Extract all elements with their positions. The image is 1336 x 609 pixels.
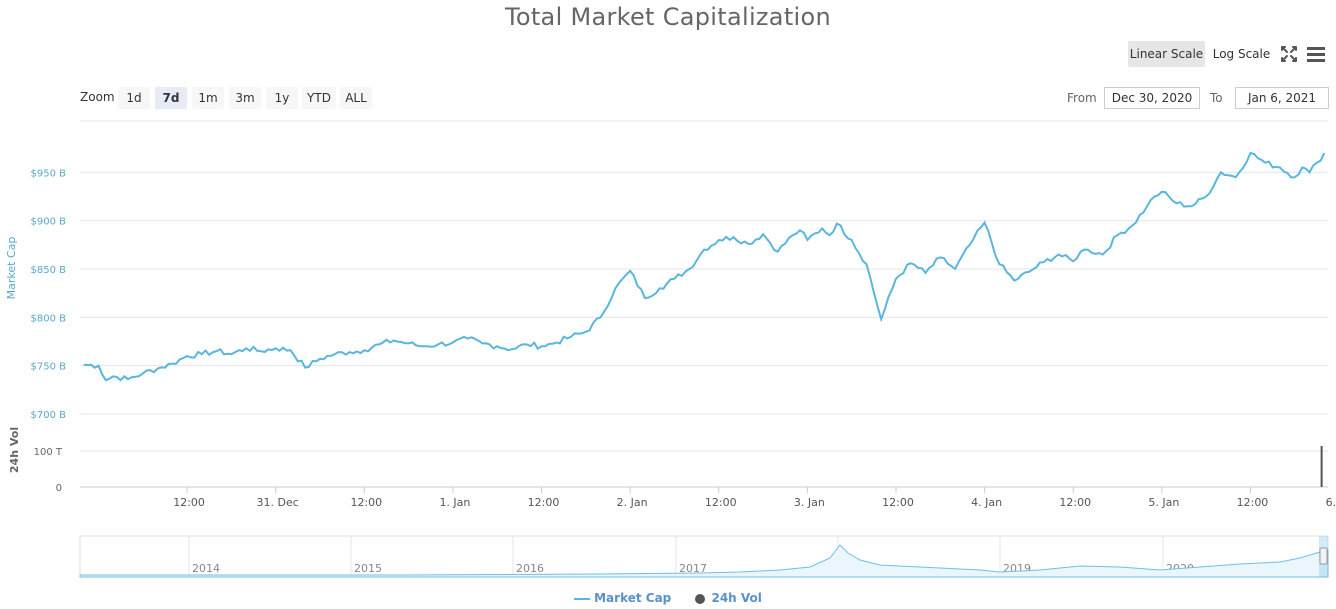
chart-title: Total Market Capitalization <box>504 3 831 31</box>
navigator-year-label: 2014 <box>192 562 220 575</box>
x-tick-label: 12:00 <box>882 496 914 509</box>
x-tick-label: 1. Jan <box>439 496 470 509</box>
x-axis: 12:00 31. Dec 12:00 1. Jan 12:00 2. Jan 12:00 3… <box>173 487 1336 509</box>
zoom-all-button[interactable]: ALL <box>340 87 372 109</box>
zoom-3m-button[interactable]: 3m <box>229 87 261 109</box>
grid-lines <box>80 120 1328 488</box>
navigator-year-label: 2016 <box>516 562 544 575</box>
volume-bar <box>1320 446 1323 487</box>
x-tick-label: 2. Jan <box>617 496 648 509</box>
range-from-input[interactable]: Dec 30, 2020 <box>1104 87 1200 109</box>
navigator-year-label: 2015 <box>354 562 382 575</box>
zoom-ytd-button[interactable]: YTD <box>302 87 336 109</box>
chart-area[interactable]: $700 B $750 B $800 B $850 B $900 B $950 B 0 100… <box>0 0 1336 590</box>
fullscreen-icon[interactable] <box>1280 45 1298 63</box>
y-axis-label: Market Cap <box>5 237 18 300</box>
linear-scale-button[interactable]: Linear Scale <box>1128 41 1205 67</box>
x-tick-label: 5. Jan <box>1148 496 1179 509</box>
x-tick-label: 12:00 <box>705 496 737 509</box>
legend-24h-vol-label: 24h Vol <box>711 591 762 605</box>
legend-dot-icon <box>695 593 706 604</box>
range-to-input[interactable]: Jan 6, 2021 <box>1235 87 1329 109</box>
volume-tick-label: 100 T <box>34 447 63 458</box>
x-tick-label: 12:00 <box>173 496 205 509</box>
x-tick-label: 3. Jan <box>794 496 825 509</box>
x-tick-label: 12:00 <box>1059 496 1091 509</box>
y-tick-label: $700 B <box>31 410 67 421</box>
hamburger-menu-icon[interactable] <box>1306 45 1326 63</box>
x-tick-label: 12:00 <box>528 496 560 509</box>
navigator[interactable]: 2014201520162017201820192020 <box>79 535 1329 578</box>
x-tick-label: 12:00 <box>1237 496 1269 509</box>
y-tick-label: $850 B <box>31 265 67 276</box>
zoom-1y-button[interactable]: 1y <box>266 87 298 109</box>
legend-item-24h-vol[interactable]: 24h Vol <box>695 591 762 605</box>
legend: Market Cap 24h Vol <box>0 591 1336 609</box>
volume-bars <box>1320 446 1323 487</box>
zoom-7d-button[interactable]: 7d <box>155 87 187 109</box>
y-tick-label: $950 B <box>31 168 67 179</box>
x-tick-label: 12:00 <box>350 496 382 509</box>
zoom-label: Zoom <box>80 90 115 104</box>
log-scale-button[interactable]: Log Scale <box>1212 47 1271 61</box>
zoom-1m-button[interactable]: 1m <box>192 87 224 109</box>
zoom-1d-button[interactable]: 1d <box>118 87 150 109</box>
navigator-area <box>79 544 1329 578</box>
x-tick-label: 4. Jan <box>971 496 1002 509</box>
y-tick-label: $750 B <box>31 362 67 373</box>
range-to-label: To <box>1210 91 1223 105</box>
y-axis: $700 B $750 B $800 B $850 B $900 B $950 B 0 100… <box>31 168 67 494</box>
legend-market-cap-label: Market Cap <box>594 591 672 605</box>
volume-axis-label: 24h Vol <box>8 427 21 473</box>
navigator-year-label: 2017 <box>679 562 707 575</box>
legend-item-market-cap[interactable]: Market Cap <box>574 591 671 605</box>
x-tick-label: 31. Dec <box>257 496 299 509</box>
market-cap-line <box>83 151 1326 382</box>
y-tick-label: $800 B <box>31 313 67 324</box>
x-tick-label: 6. Jan <box>1326 496 1336 509</box>
navigator-handle[interactable] <box>1319 547 1328 565</box>
legend-line-icon <box>574 597 591 600</box>
range-from-label: From <box>1067 91 1097 105</box>
y-tick-label: $900 B <box>31 217 67 228</box>
volume-tick-label: 0 <box>56 483 62 494</box>
